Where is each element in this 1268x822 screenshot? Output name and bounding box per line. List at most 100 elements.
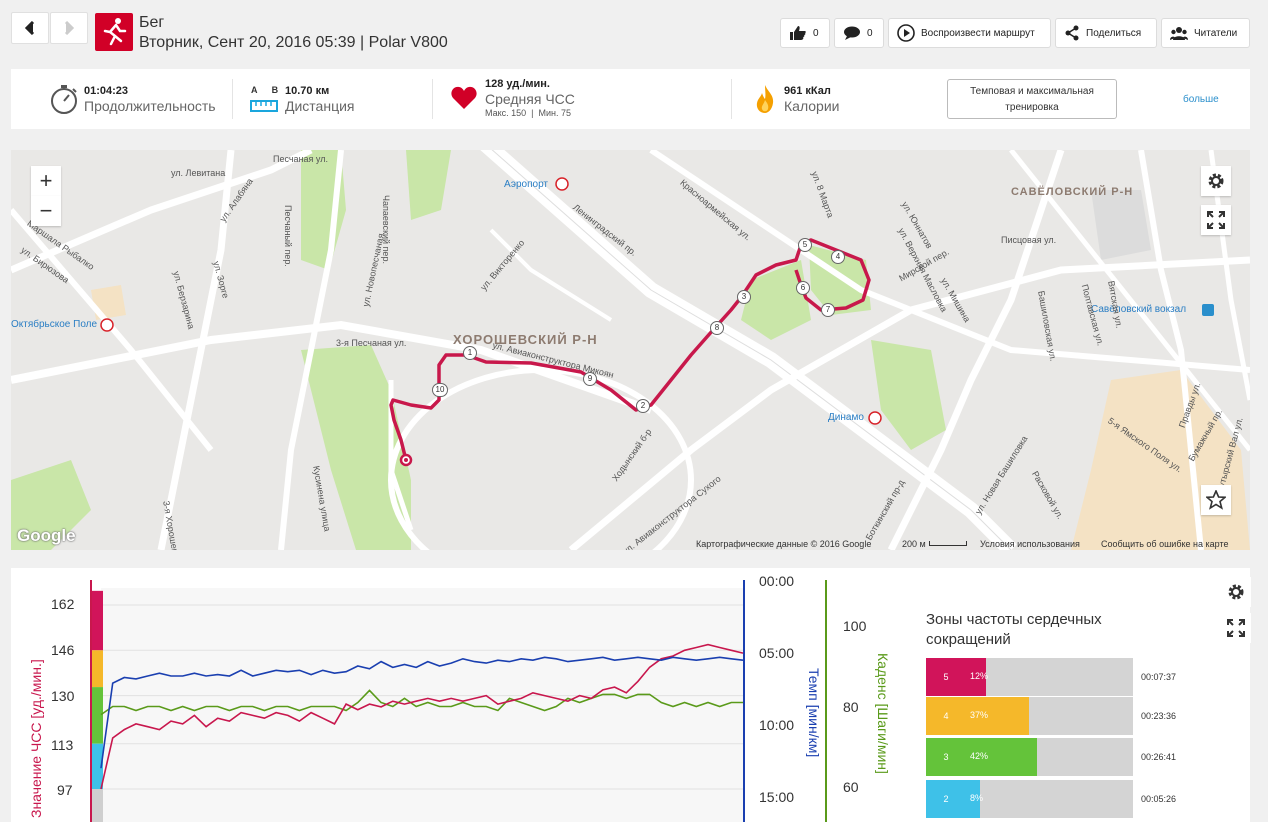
divider — [731, 79, 732, 119]
cadence-series-line — [100, 689, 743, 716]
hr-zones-title: Зоны частоты сердечных сокращений — [926, 611, 1102, 648]
expand-icon — [1207, 211, 1225, 229]
favorite-button[interactable] — [1201, 485, 1231, 515]
hr-max-min: Макс. 150 | Мин. 75 — [485, 108, 572, 118]
route-marker[interactable]: 1 — [463, 346, 477, 360]
district-label: ХОРОШЕВСКИЙ Р-Н — [453, 332, 598, 347]
street-label: Писцовая ул. — [1001, 235, 1057, 245]
flame-icon — [756, 85, 774, 113]
district-label: САВЁЛОВСКИЙ Р-Н — [1011, 186, 1134, 198]
hr-zone-row[interactable]: 5 12% — [926, 658, 1133, 696]
hr-axis-label: Значение ЧСС [уд./мин.] — [28, 659, 44, 818]
pace-series-line — [100, 656, 744, 769]
street-label: Чапаевский пер. — [381, 195, 391, 264]
map-terms-link[interactable]: Условия использования — [980, 539, 1080, 549]
comment-button[interactable]: 0 — [834, 18, 884, 48]
share-icon — [1065, 25, 1079, 41]
street-label: ул. Левитана — [171, 168, 226, 178]
hr-tick: 97 — [57, 782, 73, 798]
hr-tick: 113 — [51, 737, 74, 753]
back-button[interactable] — [11, 12, 49, 44]
thumbs-up-icon — [790, 26, 806, 40]
pace-axis-label: Темп [мин/км] — [806, 668, 822, 758]
route-marker[interactable]: 3 — [737, 290, 751, 304]
forward-button[interactable] — [50, 12, 88, 44]
route-marker[interactable]: 5 — [798, 238, 812, 252]
share-button[interactable]: Поделиться — [1055, 18, 1157, 48]
hr-zone-percent: 12% — [970, 671, 989, 681]
like-button[interactable]: 0 — [780, 18, 830, 48]
route-marker[interactable]: 8 — [710, 321, 724, 335]
readers-label: Читатели — [1194, 27, 1238, 39]
hr-zone-time: 00:26:41 — [1141, 752, 1177, 762]
zoom-in-button[interactable]: + — [31, 166, 61, 196]
play-icon — [897, 24, 915, 42]
analysis-panel: 162 146 130 113 97 00:00 05:00 10:00 15:… — [11, 568, 1251, 822]
gear-icon — [1208, 173, 1224, 189]
hr-zone-time: 00:23:36 — [1141, 711, 1177, 721]
map-fullscreen-button[interactable] — [1201, 205, 1231, 235]
divider — [232, 79, 233, 119]
cadence-tick: 100 — [843, 618, 867, 634]
hr-tick: 162 — [51, 596, 75, 612]
map-canvas — [11, 150, 1250, 550]
street-label: Песчаная ул. — [273, 154, 328, 164]
calories-value: 961 кКал — [784, 85, 831, 97]
hr-zone-row[interactable]: 4 37% — [926, 697, 1133, 735]
route-marker[interactable]: 6 — [796, 281, 810, 295]
running-icon — [95, 13, 133, 51]
hr-tick: 146 — [51, 642, 75, 658]
hr-zone-percent: 42% — [970, 751, 989, 761]
readers-button[interactable]: Читатели — [1161, 18, 1250, 48]
google-logo: Google — [17, 526, 76, 545]
play-route-label: Воспроизвести маршрут — [921, 27, 1035, 39]
zoom-out-button[interactable]: − — [31, 196, 61, 226]
street-label: Песчаный пер. — [283, 205, 293, 267]
hr-zone-bar: 37% — [966, 697, 1029, 735]
zone-band — [91, 687, 103, 744]
chart-fullscreen-button[interactable] — [1221, 613, 1251, 643]
cadence-tick: 60 — [843, 779, 859, 795]
zone-band — [91, 789, 103, 822]
station-label: Савёловский вокзал — [1091, 304, 1187, 315]
route-marker[interactable]: 4 — [831, 250, 845, 264]
hr-zone-percent: 37% — [970, 710, 989, 720]
hr-tick: 130 — [51, 688, 75, 704]
pace-tick: 10:00 — [759, 717, 795, 733]
map-scale: 200 м — [902, 539, 926, 549]
route-marker[interactable]: 7 — [821, 303, 835, 317]
hr-value: 128 уд./мин. — [485, 78, 550, 90]
play-route-button[interactable]: Воспроизвести маршрут — [888, 18, 1051, 48]
training-type-button[interactable]: Темповая и максимальная тренировка — [947, 79, 1117, 119]
heart-icon — [451, 86, 477, 109]
chart-settings-button[interactable] — [1221, 577, 1251, 607]
hr-zone-bar: 42% — [966, 738, 1038, 776]
star-icon — [1206, 490, 1226, 510]
pace-tick: 05:00 — [759, 645, 795, 661]
summary-panel: 01:04:23 Продолжительность A B 10.70 км … — [11, 69, 1250, 129]
zone-band — [91, 743, 103, 789]
distance-label: Дистанция — [285, 98, 355, 114]
more-link[interactable]: больше — [1183, 94, 1219, 105]
map-settings-button[interactable] — [1201, 166, 1231, 196]
route-marker[interactable]: 9 — [583, 372, 597, 386]
route-map[interactable]: 1 2 3 4 5 6 7 8 9 10 ХОРОШЕВСКИЙ Р-Н САВ… — [11, 150, 1250, 550]
scale-bar — [929, 541, 967, 546]
ruler-icon — [250, 100, 278, 112]
comment-icon — [844, 26, 860, 40]
hr-zone-row[interactable]: 3 42% — [926, 738, 1133, 776]
pace-tick: 00:00 — [759, 573, 795, 589]
divider — [432, 79, 433, 119]
comment-count: 0 — [867, 27, 873, 39]
hr-zone-row[interactable]: 2 8% — [926, 780, 1133, 818]
zone-band — [91, 650, 103, 688]
route-marker[interactable]: 2 — [636, 399, 650, 413]
hr-zone-bar: 12% — [966, 658, 989, 696]
hr-pace-cadence-chart[interactable] — [11, 568, 911, 822]
expand-icon — [1227, 619, 1245, 637]
map-report-link[interactable]: Сообщить об ошибке на карте — [1101, 539, 1229, 549]
chevron-left-icon — [24, 21, 35, 35]
hr-series-line — [100, 643, 744, 790]
hr-zone-number: 5 — [926, 658, 966, 696]
route-marker[interactable]: 10 — [432, 383, 448, 397]
